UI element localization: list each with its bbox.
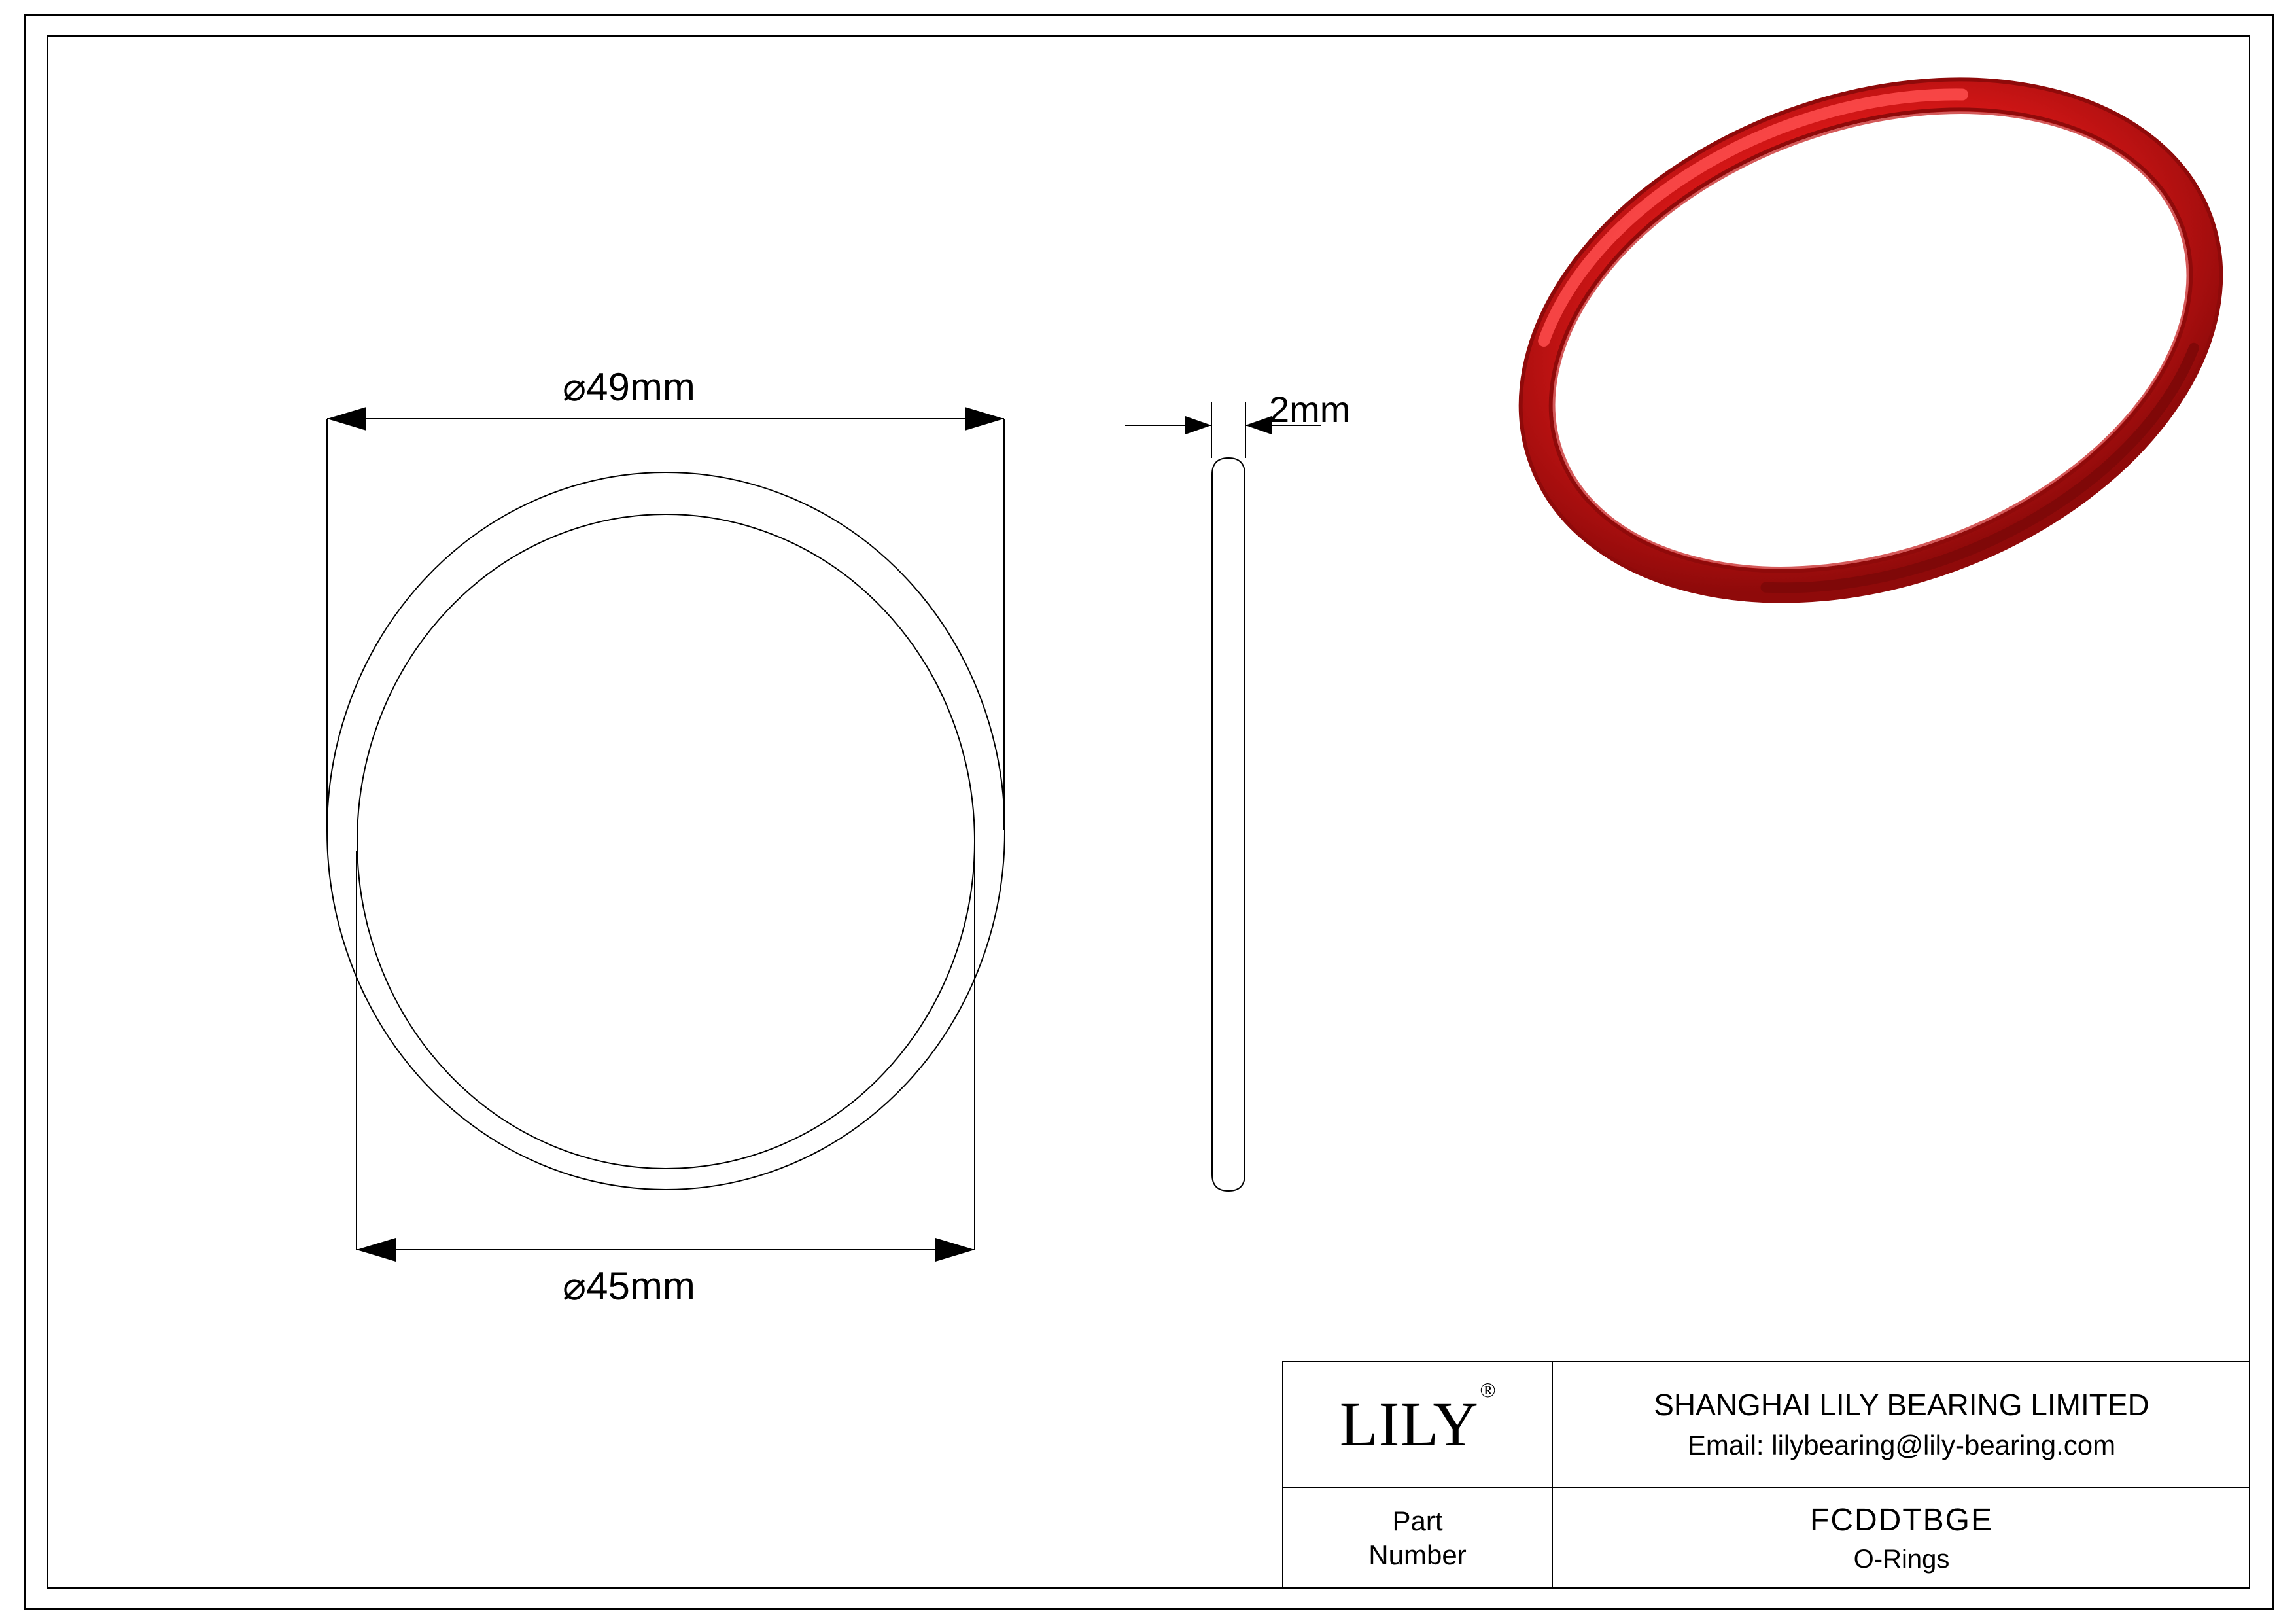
logo-lily-text: LILY [1340, 1389, 1479, 1459]
ring-front-inner [357, 514, 975, 1169]
dim-49-label: ⌀49mm [563, 364, 759, 410]
arrow-49-right-icon [965, 407, 1004, 431]
company-email: Email: lilybearing@lily-bearing.com [1688, 1428, 2115, 1463]
dim-45-label: ⌀45mm [563, 1263, 759, 1309]
registered-mark-icon: ® [1480, 1378, 1496, 1402]
ring-front-outer [327, 472, 1005, 1190]
dim-2mm-label: 2mm [1269, 389, 1374, 431]
part-number-value-cell: FCDDTBGE O-Rings [1552, 1487, 2252, 1590]
arrow-2mm-right-icon [1245, 416, 1272, 434]
ring-side-view [1212, 458, 1245, 1191]
arrow-45-left-icon [357, 1238, 396, 1262]
company-cell: SHANGHAI LILY BEARING LIMITED Email: lil… [1552, 1362, 2252, 1487]
company-name: SHANGHAI LILY BEARING LIMITED [1654, 1386, 2149, 1424]
ring-3d [1467, 5, 2276, 677]
arrow-2mm-left-icon [1185, 416, 1211, 434]
part-label-line2: Number [1368, 1538, 1466, 1573]
part-label-line1: Part [1392, 1504, 1442, 1539]
title-block: LILY® SHANGHAI LILY BEARING LIMITED Emai… [1282, 1361, 2250, 1589]
arrow-45-right-icon [935, 1238, 975, 1262]
part-number-label-cell: Part Number [1283, 1487, 1552, 1590]
part-desc: O-Rings [1854, 1543, 1950, 1576]
part-number-value: FCDDTBGE [1810, 1501, 1993, 1540]
arrow-49-left-icon [327, 407, 366, 431]
logo-lily: LILY® [1283, 1362, 1552, 1487]
